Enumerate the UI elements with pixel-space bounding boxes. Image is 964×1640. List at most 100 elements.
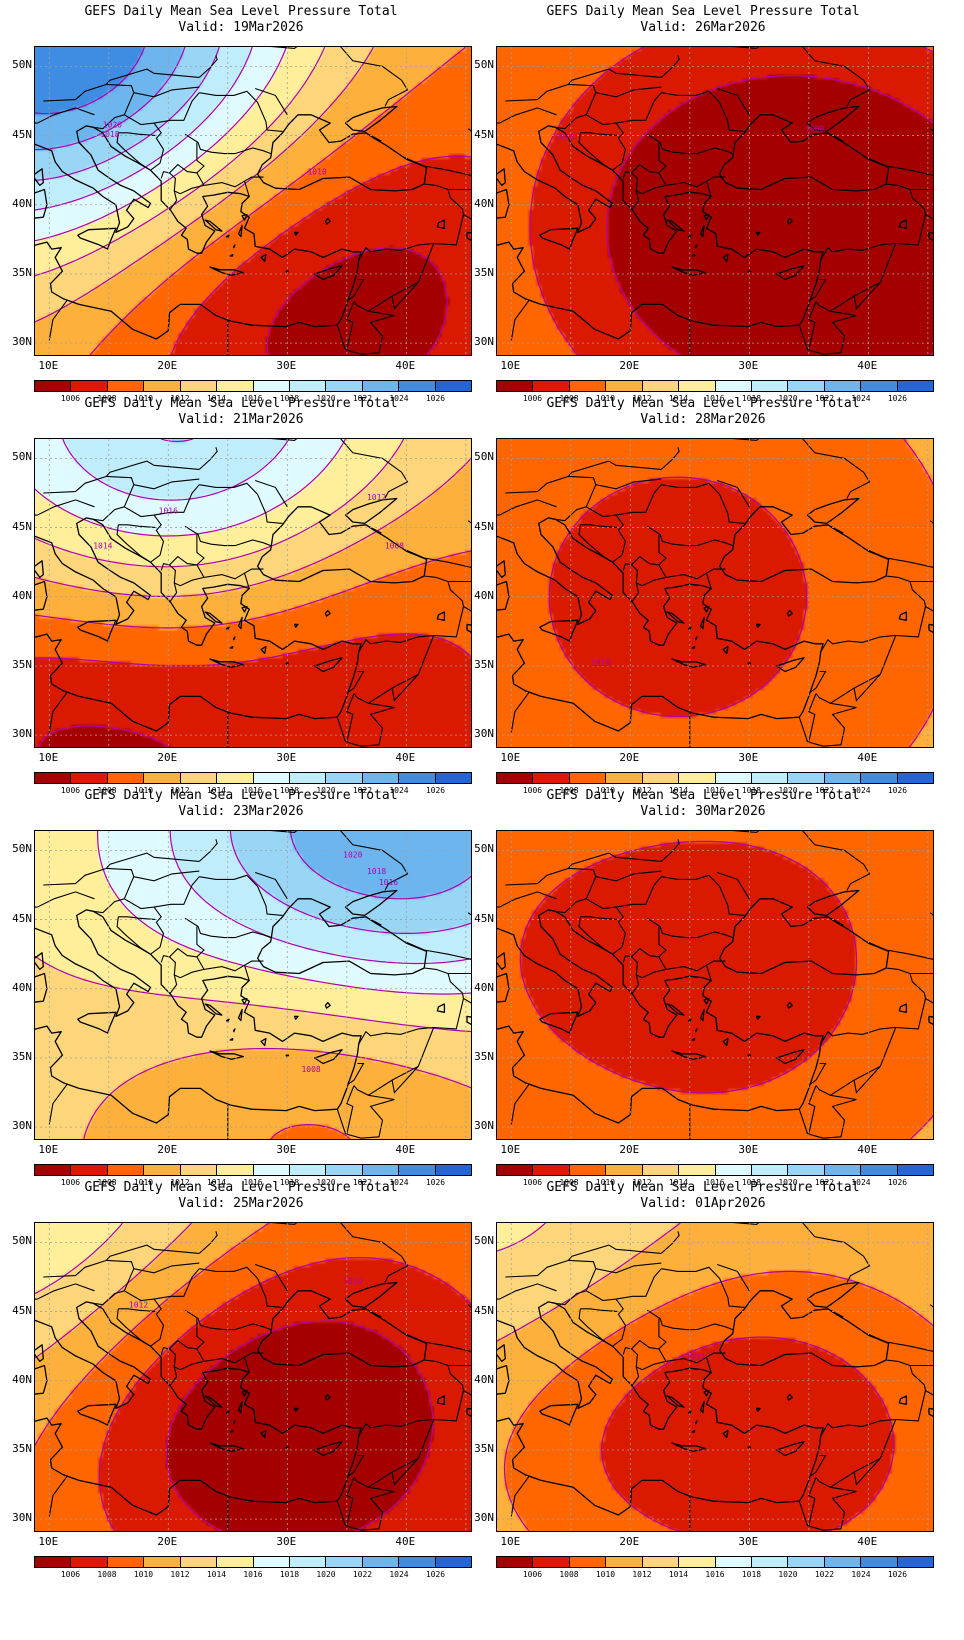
isobar-label: 1014 bbox=[93, 541, 112, 550]
graticule bbox=[35, 47, 471, 355]
colorbar-label: 1018 bbox=[279, 786, 300, 795]
country-border bbox=[497, 891, 557, 908]
country-border bbox=[116, 132, 151, 171]
isobar-1010 bbox=[503, 1270, 933, 1531]
country-border bbox=[118, 524, 157, 529]
map-plot-area: 1012 1010 bbox=[34, 1222, 472, 1532]
colorbar-label: 1008 bbox=[97, 786, 117, 795]
country-border bbox=[169, 1348, 205, 1371]
colorbar-label: 1024 bbox=[851, 1570, 871, 1579]
colorbar-label: 1012 bbox=[632, 394, 652, 403]
country-border bbox=[585, 1268, 597, 1292]
colorbar-label: 1016 bbox=[243, 1178, 263, 1187]
country-border bbox=[346, 1477, 355, 1527]
country-border bbox=[808, 702, 857, 747]
country-border bbox=[622, 1339, 659, 1355]
latitude-label: 45N bbox=[474, 1303, 494, 1317]
colorbar-swatch bbox=[180, 773, 218, 783]
colorbar-swatch bbox=[362, 1165, 400, 1175]
colorbar-label: 1016 bbox=[705, 786, 725, 795]
longitude-label: 10E bbox=[38, 1143, 59, 1156]
panel-title: GEFS Daily Mean Sea Level Pressure Total bbox=[84, 4, 398, 19]
country-border bbox=[646, 133, 733, 155]
colorbar-label: 1018 bbox=[279, 1178, 300, 1187]
country-border bbox=[347, 670, 365, 693]
island-outline bbox=[666, 219, 685, 232]
colorbar-swatch bbox=[788, 1165, 825, 1175]
map-svg: 1016 1014 1012 1008 bbox=[35, 439, 471, 747]
colorbar-swatch bbox=[435, 1165, 472, 1175]
country-border bbox=[346, 301, 355, 351]
colorbar-swatch bbox=[751, 1165, 789, 1175]
country-border bbox=[585, 484, 597, 508]
colorbar-swatch bbox=[861, 1557, 898, 1567]
country-border bbox=[196, 534, 264, 580]
colorbar-label: 1020 bbox=[316, 786, 336, 795]
map-svg: 1012 bbox=[497, 1223, 933, 1531]
island-outline bbox=[691, 1037, 696, 1041]
island-outline bbox=[747, 1446, 752, 1450]
colorbar-label: 1008 bbox=[559, 394, 579, 403]
country-border bbox=[578, 1308, 613, 1347]
island-outline bbox=[260, 1037, 267, 1047]
country-border bbox=[365, 1308, 382, 1318]
country-border bbox=[105, 460, 200, 477]
country-border bbox=[169, 1366, 178, 1387]
country-border bbox=[802, 439, 871, 499]
country-border bbox=[631, 564, 667, 587]
country-border bbox=[646, 917, 733, 939]
country-border bbox=[391, 635, 435, 702]
colorbar-label: 1024 bbox=[389, 1570, 409, 1579]
colorbar-swatch bbox=[606, 773, 643, 783]
country-border bbox=[853, 243, 897, 310]
latitude-label: 35N bbox=[474, 1441, 494, 1455]
country-border bbox=[199, 482, 283, 524]
country-border bbox=[404, 941, 471, 960]
lake-outline bbox=[898, 219, 908, 229]
colorbar-swatch bbox=[180, 1557, 218, 1567]
isobar-1006 bbox=[38, 725, 169, 747]
country-border bbox=[196, 1318, 264, 1364]
island-outline bbox=[695, 1420, 698, 1425]
country-border bbox=[255, 87, 288, 116]
lake-outline bbox=[928, 623, 933, 634]
country-border bbox=[660, 1231, 680, 1254]
longitude-label: 40E bbox=[395, 1143, 416, 1156]
island-outline bbox=[204, 611, 223, 624]
lake-outline bbox=[436, 611, 446, 621]
country-border bbox=[661, 1266, 745, 1308]
country-border bbox=[631, 190, 640, 211]
island-outline bbox=[35, 972, 48, 1003]
colorbar-swatch bbox=[606, 1557, 643, 1567]
country-border bbox=[404, 1333, 471, 1352]
colorbar-swatch bbox=[435, 773, 472, 783]
isobar-1008 bbox=[35, 633, 471, 667]
colorbar-label: 1016 bbox=[243, 394, 263, 403]
country-border bbox=[118, 132, 157, 137]
country-border bbox=[510, 691, 530, 733]
colorbar-swatch bbox=[715, 1557, 752, 1567]
island-outline bbox=[671, 658, 706, 668]
country-border bbox=[347, 1062, 365, 1085]
mediterranean-coastline bbox=[35, 1301, 362, 1516]
colorbar-label: 1022 bbox=[814, 1178, 835, 1187]
colorbar-label: 1012 bbox=[632, 786, 652, 795]
colorbar-label: 1006 bbox=[522, 1570, 543, 1579]
country-border bbox=[169, 190, 178, 211]
latitude-label: 50N bbox=[474, 842, 494, 856]
map-panel-3: GEFS Daily Mean Sea Level Pressure Total… bbox=[0, 784, 482, 1194]
colorbar-label: 1026 bbox=[425, 786, 446, 795]
island-outline bbox=[241, 213, 248, 221]
colorbar-label: 1006 bbox=[522, 1178, 543, 1187]
colorbar-label: 1026 bbox=[887, 1570, 908, 1579]
island-outline bbox=[539, 1403, 579, 1426]
country-border bbox=[586, 1290, 627, 1347]
lake-outline bbox=[324, 217, 331, 225]
country-border bbox=[116, 1308, 151, 1347]
island-outline bbox=[77, 1403, 117, 1426]
lake-outline bbox=[898, 1003, 908, 1013]
country-border bbox=[646, 1309, 733, 1331]
country-border bbox=[243, 573, 250, 589]
island-outline bbox=[747, 662, 752, 666]
country-border bbox=[196, 142, 264, 188]
